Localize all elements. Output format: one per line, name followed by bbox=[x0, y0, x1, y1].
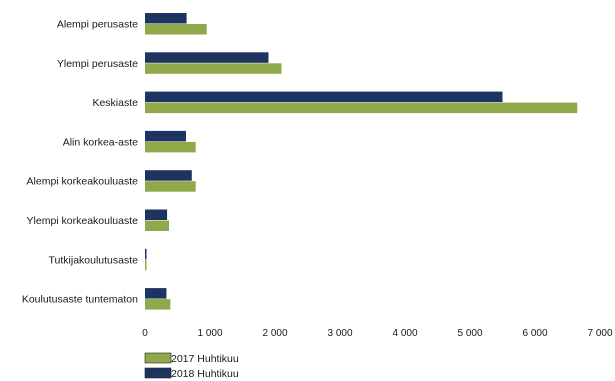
bar-2017 bbox=[145, 220, 170, 231]
category-label: Tutkijakoulutusaste bbox=[49, 254, 139, 266]
legend: 2017 Huhtikuu 2018 Huhtikuu bbox=[144, 352, 239, 380]
bar-2017 bbox=[145, 141, 196, 153]
bar-2018 bbox=[145, 288, 167, 299]
bar-2017 bbox=[145, 299, 171, 310]
bar-2017 bbox=[145, 24, 207, 35]
bar-2018 bbox=[145, 130, 186, 142]
category-label: Koulutusaste tuntematon bbox=[22, 294, 138, 306]
x-tick-label: 7 000 bbox=[587, 328, 612, 339]
category-label: Alempi perusaste bbox=[57, 19, 138, 31]
bar-2017 bbox=[145, 259, 147, 271]
legend-label: 2017 Huhtikuu bbox=[171, 353, 239, 365]
bar-2017 bbox=[145, 63, 282, 74]
x-tick-label: 5 000 bbox=[457, 328, 482, 339]
x-tick-label: 0 bbox=[142, 328, 148, 339]
bar-2017 bbox=[145, 181, 196, 192]
category-label: Alin korkea-aste bbox=[63, 136, 138, 148]
x-axis: 0 1 000 2 000 3 000 4 000 5 000 6 000 7 000 bbox=[142, 328, 613, 339]
category-labels: Alempi perusaste Ylempi perusaste Keskiast… bbox=[22, 19, 138, 306]
legend-swatch bbox=[144, 352, 172, 364]
bar-2018 bbox=[145, 209, 168, 220]
x-tick-label: 2 000 bbox=[262, 328, 287, 339]
category-label: Keskiaste bbox=[92, 97, 138, 109]
bar-2018 bbox=[145, 91, 503, 103]
category-label: Alempi korkeakouluaste bbox=[27, 176, 139, 188]
bar-2018 bbox=[145, 52, 269, 63]
x-tick-label: 1 000 bbox=[197, 328, 222, 339]
category-label: Ylempi korkeakouluaste bbox=[27, 215, 139, 227]
bar-2018 bbox=[145, 13, 187, 24]
bar-2018 bbox=[145, 170, 192, 181]
legend-swatch bbox=[144, 367, 172, 379]
bars bbox=[145, 13, 578, 310]
bar-2018 bbox=[145, 248, 147, 260]
x-tick-label: 3 000 bbox=[327, 328, 352, 339]
x-tick-label: 4 000 bbox=[392, 328, 417, 339]
x-tick-label: 6 000 bbox=[522, 328, 547, 339]
bar-2017 bbox=[145, 102, 578, 114]
legend-label: 2018 Huhtikuu bbox=[171, 368, 239, 380]
category-label: Ylempi perusaste bbox=[57, 58, 138, 70]
